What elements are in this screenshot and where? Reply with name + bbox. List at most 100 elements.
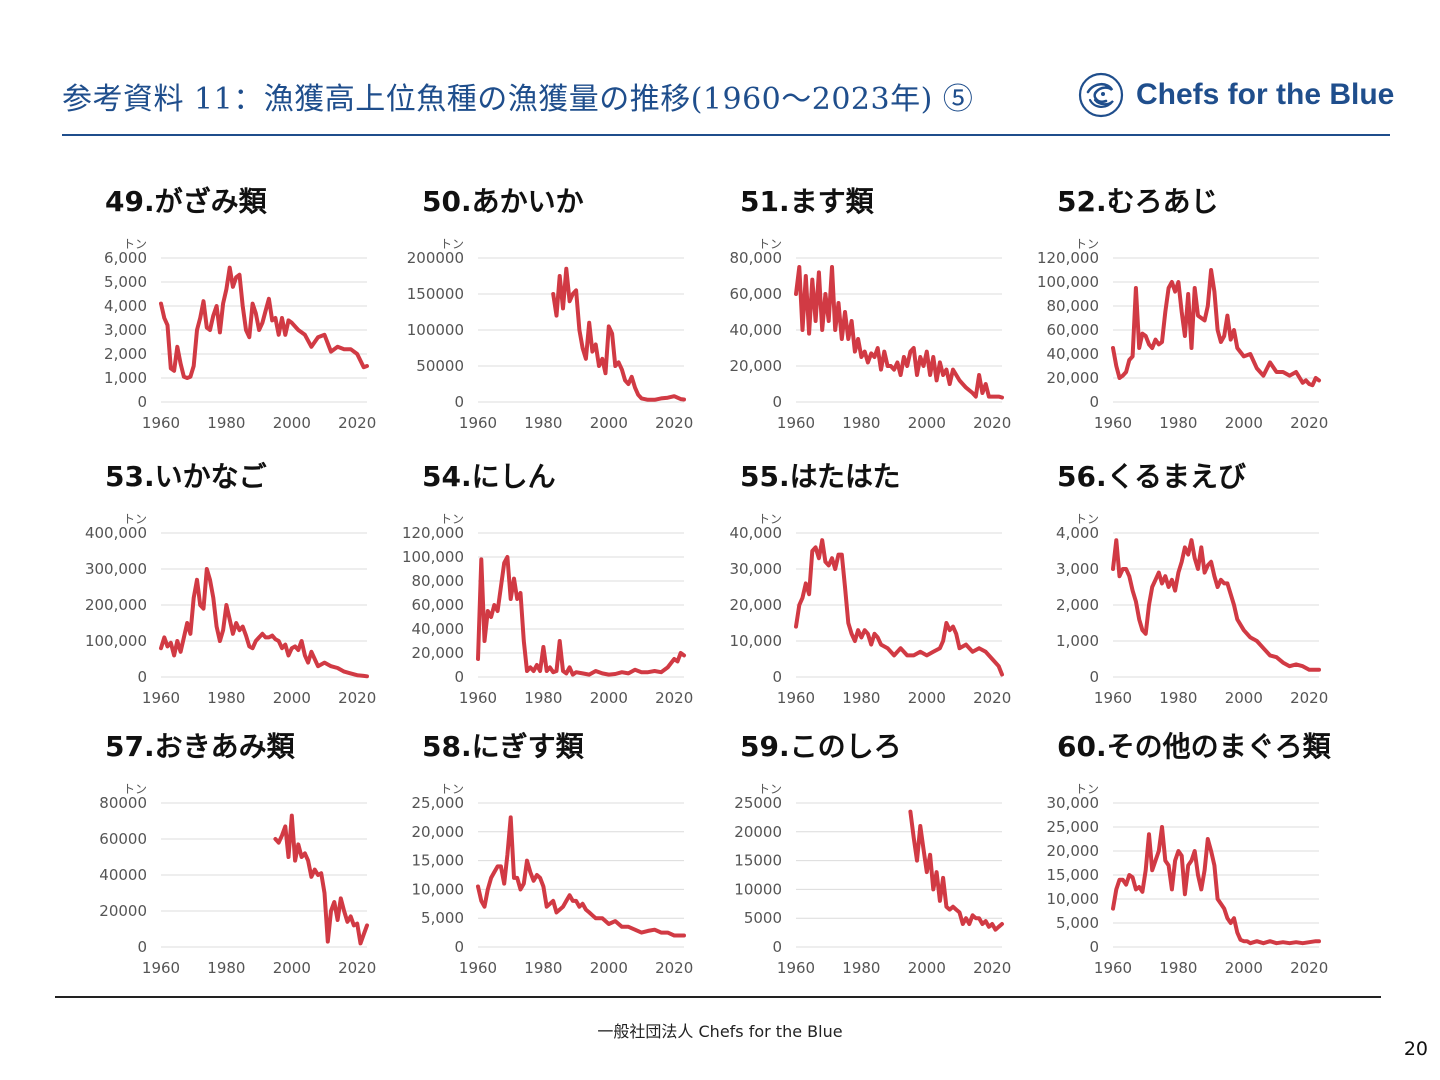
unit-label: トン: [1075, 237, 1099, 251]
y-tick-label: 20,000: [730, 357, 783, 375]
y-tick-label: 100,000: [402, 548, 464, 566]
y-tick-label: 0: [1089, 938, 1099, 956]
page-number: 20: [1403, 1038, 1428, 1060]
series-line: [476, 555, 686, 677]
x-tick-label: 1980: [207, 689, 245, 707]
y-tick-label: 400,000: [85, 524, 147, 542]
y-tick-label: 15,000: [412, 852, 465, 870]
y-tick-label: 25,000: [1047, 818, 1100, 836]
x-tick-label: 1980: [524, 689, 562, 707]
y-tick-label: 20000: [734, 823, 782, 841]
unit-label: トン: [123, 237, 147, 251]
unit-label: トン: [758, 512, 782, 526]
y-tick-label: 120,000: [1037, 249, 1099, 267]
y-tick-label: 2,000: [1056, 596, 1099, 614]
x-tick-label: 1960: [777, 959, 815, 977]
x-tick-label: 1960: [459, 689, 497, 707]
y-tick-label: 20,000: [412, 823, 465, 841]
y-tick-label: 20,000: [1047, 369, 1100, 387]
series-line: [159, 265, 369, 380]
y-tick-label: 25,000: [412, 794, 465, 812]
page-title: 参考資料 11：漁獲高上位魚種の漁獲量の推移(1960～2023年) ⑤: [62, 82, 974, 117]
x-tick-label: 1960: [142, 959, 180, 977]
header-divider: [62, 134, 1390, 136]
y-tick-label: 20,000: [412, 644, 465, 662]
y-tick-label: 0: [454, 938, 464, 956]
y-tick-label: 6,000: [104, 249, 147, 267]
chart-panel: 57.おきあみ類 トン 80000 60000 40000 20000 0 1960 1980 2…: [99, 725, 425, 1000]
chart-title: 57.おきあみ類: [105, 730, 295, 763]
unit-label: トン: [1075, 512, 1099, 526]
unit-label: トン: [440, 512, 464, 526]
y-tick-label: 5,000: [421, 909, 464, 927]
y-tick-label: 20,000: [1047, 842, 1100, 860]
chart-title: 50.あかいか: [422, 185, 584, 218]
chart-title: 53.いかなご: [105, 460, 267, 493]
chart-panel: 58.にぎす類 トン 25,000 20,000 15,000 10,000 5,000 0 1…: [412, 725, 742, 1000]
unit-label: トン: [440, 782, 464, 796]
x-tick-label: 2000: [908, 414, 946, 432]
y-tick-label: 100,000: [85, 632, 147, 650]
x-tick-label: 2020: [973, 959, 1011, 977]
y-tick-label: 1,000: [104, 369, 147, 387]
unit-label: トン: [758, 237, 782, 251]
x-tick-label: 1980: [524, 959, 562, 977]
series-line: [794, 538, 1004, 677]
x-tick-label: 1980: [1159, 414, 1197, 432]
x-tick-label: 1960: [1094, 959, 1132, 977]
chart-panel: 50.あかいか トン 200000 150000 100000 50000 0 1960 198…: [407, 180, 742, 455]
x-tick-label: 2000: [1225, 959, 1263, 977]
x-tick-label: 1960: [459, 414, 497, 432]
y-tick-label: 3,000: [104, 321, 147, 339]
unit-label: トン: [1075, 782, 1099, 796]
unit-label: トン: [123, 782, 147, 796]
chart-title: 54.にしん: [422, 460, 556, 493]
y-tick-label: 150000: [407, 285, 464, 303]
x-tick-label: 1980: [842, 689, 880, 707]
series-line: [1111, 538, 1321, 672]
x-tick-label: 1960: [777, 689, 815, 707]
y-tick-label: 20000: [99, 902, 147, 920]
x-tick-label: 2020: [973, 414, 1011, 432]
chart-title: 60.その他のまぐろ類: [1057, 730, 1331, 763]
x-tick-label: 2020: [338, 414, 376, 432]
x-tick-label: 1980: [1159, 689, 1197, 707]
series-line: [1111, 825, 1321, 946]
unit-label: トン: [758, 782, 782, 796]
x-tick-label: 1960: [1094, 689, 1132, 707]
y-tick-label: 40000: [99, 866, 147, 884]
y-tick-label: 0: [454, 393, 464, 411]
y-tick-label: 0: [137, 938, 147, 956]
y-tick-label: 2,000: [104, 345, 147, 363]
x-tick-label: 2020: [338, 959, 376, 977]
footer-divider: [55, 996, 1381, 998]
chart-svg: トン4,000 3,000 2,000 1,000 0 1960 1980 2000 2020: [1056, 512, 1328, 707]
x-tick-label: 2020: [1290, 959, 1328, 977]
y-tick-label: 20,000: [730, 596, 783, 614]
y-tick-label: 10,000: [730, 632, 783, 650]
y-tick-label: 80,000: [412, 572, 465, 590]
x-tick-label: 2000: [1225, 414, 1263, 432]
y-tick-label: 0: [454, 668, 464, 686]
x-tick-label: 2000: [1225, 689, 1263, 707]
chart-title: 52.むろあじ: [1057, 185, 1219, 218]
x-tick-label: 1980: [207, 959, 245, 977]
y-tick-label: 100,000: [1037, 273, 1099, 291]
x-tick-label: 2020: [338, 689, 376, 707]
chart-panel: 56.くるまえび トン 4,000 3,000 2,000 1,000 0 1960 1980 2…: [1056, 455, 1377, 730]
x-tick-label: 1980: [842, 959, 880, 977]
y-tick-label: 10,000: [412, 880, 465, 898]
y-tick-label: 4,000: [1056, 524, 1099, 542]
x-tick-label: 2000: [590, 689, 628, 707]
brand-name: Chefs for the Blue: [1136, 78, 1395, 111]
x-tick-label: 2020: [655, 959, 693, 977]
x-tick-label: 2020: [655, 414, 693, 432]
series-line: [273, 813, 369, 946]
y-tick-label: 4,000: [104, 297, 147, 315]
